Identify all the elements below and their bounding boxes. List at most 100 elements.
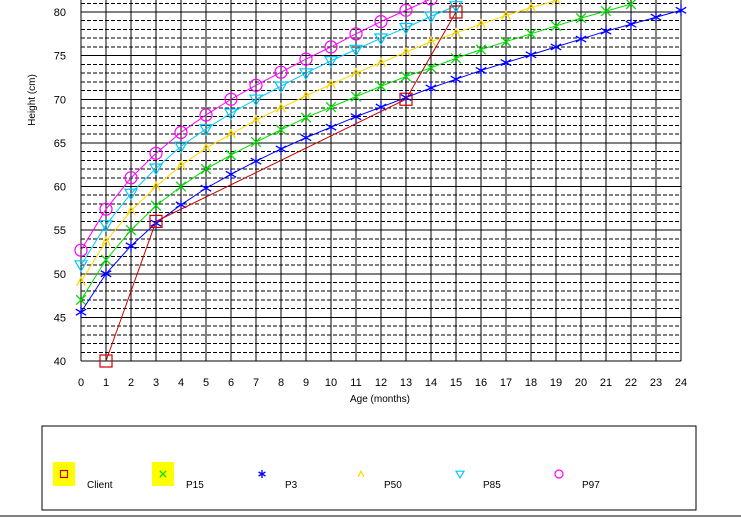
point-p85: [198, 124, 214, 137]
point-p50: [276, 102, 286, 113]
legend-marker-p3: [258, 470, 266, 478]
point-p3: [75, 306, 87, 319]
legend-label: P85: [483, 480, 501, 491]
point-p15: [575, 12, 587, 24]
x-tick-label: 7: [253, 377, 259, 389]
point-p50: [76, 275, 86, 287]
point-p97: [424, 0, 438, 6]
x-tick-label: 4: [178, 377, 184, 389]
point-p15: [375, 80, 387, 92]
point-p15: [350, 91, 362, 102]
x-tick-label: 21: [600, 377, 612, 389]
point-p15: [275, 124, 287, 136]
series-line-p97: [80, 0, 430, 251]
legend-item-client: Client: [53, 462, 113, 491]
legend-item-p15: P15: [152, 462, 204, 491]
point-p3: [475, 64, 487, 77]
point-p50: [151, 180, 161, 191]
x-tick-label: 17: [500, 377, 512, 389]
point-p85: [298, 68, 314, 81]
point-p3: [350, 110, 362, 123]
point-p15: [600, 5, 612, 17]
point-p3: [525, 48, 537, 61]
point-p50: [251, 114, 261, 125]
x-tick-label: 24: [675, 377, 687, 389]
x-tick-label: 11: [350, 377, 361, 389]
point-client: [149, 214, 163, 228]
point-p50: [401, 46, 411, 57]
point-p15: [400, 71, 412, 82]
point-p50: [326, 78, 336, 89]
point-p85: [223, 108, 239, 121]
point-client: [449, 5, 463, 19]
legend-item-p85: P85: [454, 470, 501, 491]
point-p15: [300, 112, 312, 123]
point-p3: [575, 33, 587, 46]
y-tick-label: 40: [54, 356, 66, 368]
point-p15: [175, 181, 187, 192]
point-p85: [373, 33, 389, 46]
point-p85: [448, 1, 464, 14]
x-tick-label: 16: [475, 377, 487, 389]
point-p50: [201, 142, 211, 153]
point-p50: [101, 235, 111, 246]
point-p15: [550, 20, 562, 32]
point-p97: [299, 52, 313, 66]
point-p3: [500, 56, 512, 69]
series-client: [99, 5, 463, 368]
point-p15: [100, 254, 112, 266]
point-p3: [275, 142, 287, 155]
point-p85: [73, 260, 89, 273]
x-tick-label: 18: [525, 377, 537, 389]
point-p97: [149, 146, 163, 160]
point-p97: [199, 108, 213, 122]
legend-marker-p15: [159, 470, 167, 478]
point-p85: [348, 44, 364, 57]
point-p3: [100, 267, 112, 280]
point-client: [99, 354, 113, 368]
point-p85: [398, 22, 414, 35]
legend-marker-p97: [554, 469, 564, 479]
chart-ticks: 0 1 2 3 4 5 6 7 8 9 10 11 12 13 14 15 16 17 18 19 20 21 22 23 24…: [54, 7, 687, 389]
y-tick-label: 45: [54, 312, 66, 324]
point-client: [399, 92, 413, 106]
legend-item-p50: P50: [357, 469, 402, 491]
x-tick-label: 23: [650, 377, 662, 389]
legend-marker-client: [59, 469, 69, 479]
point-p3: [225, 168, 237, 181]
series-p97: [74, 0, 438, 257]
x-tick-label: 0: [78, 377, 84, 389]
x-tick-label: 2: [128, 377, 134, 389]
legend-box: [41, 425, 697, 511]
point-p97: [224, 92, 238, 106]
point-p97: [99, 202, 113, 216]
point-p3: [625, 18, 637, 31]
point-p3: [550, 40, 562, 53]
point-p85: [148, 163, 164, 176]
point-p15: [525, 28, 537, 40]
point-p85: [123, 188, 139, 201]
point-p3: [425, 81, 437, 94]
series-line-p50: [80, 0, 557, 282]
point-p50: [351, 67, 361, 78]
point-p85: [98, 220, 114, 233]
point-p85: [323, 56, 339, 69]
point-p15: [450, 52, 462, 64]
point-p50: [526, 1, 536, 13]
point-p3: [325, 121, 337, 134]
legend-label: P97: [582, 480, 600, 491]
point-p3: [450, 73, 462, 86]
point-p85: [273, 81, 289, 94]
y-tick-label: 50: [54, 269, 66, 281]
point-p15: [200, 163, 212, 175]
point-p50: [126, 205, 136, 216]
x-tick-label: 8: [278, 377, 284, 389]
point-p3: [300, 131, 312, 144]
series-p50: [76, 0, 561, 287]
legend-label: Client: [87, 480, 113, 491]
point-p3: [675, 4, 687, 17]
point-p15: [325, 101, 337, 113]
point-p97: [249, 78, 263, 92]
point-p15: [425, 62, 437, 74]
